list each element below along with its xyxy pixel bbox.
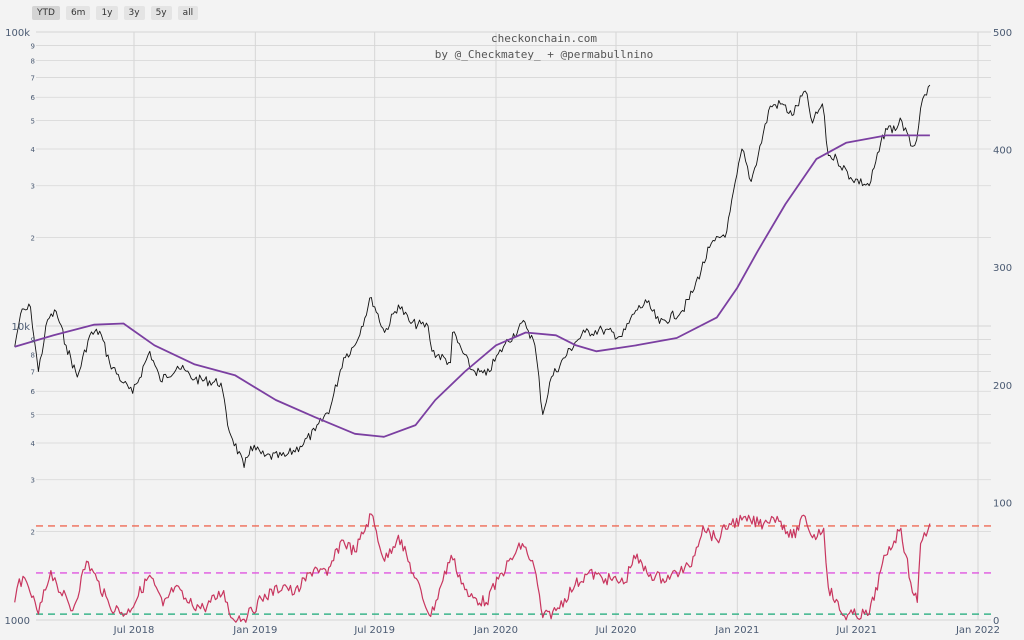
- oscillator-axis-label: 300: [993, 263, 1012, 274]
- price-minor-label: 2: [31, 234, 35, 242]
- range-button-1y[interactable]: 1y: [96, 6, 118, 20]
- range-button-5y[interactable]: 5y: [150, 6, 172, 20]
- price-minor-label: 8: [31, 57, 35, 65]
- price-minor-label: 3: [31, 477, 35, 485]
- x-tick-label: Jul 2020: [595, 625, 637, 636]
- price-minor-label: 9: [31, 42, 35, 50]
- price-minor-label: 4: [31, 440, 36, 448]
- oscillator-bands: [36, 525, 991, 615]
- price-major-label: 10k: [11, 322, 30, 333]
- x-tick-label: Jan 2022: [955, 625, 1000, 636]
- x-tick-label: Jul 2018: [113, 625, 155, 636]
- moving_average-line: [14, 134, 930, 438]
- data-series: [14, 84, 931, 623]
- price-line: [14, 84, 931, 469]
- oscillator-axis: 0 100 200 300 400 500: [993, 28, 1012, 627]
- credit-site: checkonchain.com: [491, 32, 597, 45]
- credit-authors: by @_Checkmatey_ + @permabullnino: [435, 48, 654, 61]
- price-minor-label: 6: [31, 94, 36, 102]
- x-tick-label: Jan 2021: [714, 625, 759, 636]
- oscillator-line: [14, 513, 931, 623]
- price-major-label: 1000: [5, 616, 30, 627]
- price-major-label: 100k: [5, 28, 30, 39]
- price-minor-label: 7: [31, 369, 35, 377]
- oscillator-axis-label: 0: [993, 616, 999, 627]
- oscillator-axis-label: 400: [993, 146, 1012, 157]
- range-button-3y[interactable]: 3y: [123, 6, 145, 20]
- price-minor-label: 9: [31, 336, 35, 344]
- gridlines: [36, 31, 991, 621]
- price-minor-label: 6: [31, 388, 36, 396]
- x-tick-label: Jan 2020: [473, 625, 518, 636]
- price-minor-label: 5: [31, 412, 35, 420]
- range-button-ytd[interactable]: YTD: [32, 6, 60, 20]
- price-minor-label: 7: [31, 75, 35, 83]
- price-minor-label: 2: [31, 528, 35, 536]
- range-button-all[interactable]: all: [177, 6, 199, 20]
- oscillator-axis-label: 500: [993, 28, 1012, 39]
- oscillator-axis-label: 200: [993, 381, 1012, 392]
- x-tick-label: Jan 2019: [232, 625, 277, 636]
- price-minor-label: 8: [31, 351, 35, 359]
- price-minor-label: 5: [31, 118, 35, 126]
- oscillator-axis-label: 100: [993, 498, 1012, 509]
- price-axis: 1000 10k 100k 2 3 4 5 6 7 8 9 2 3 4 5 6 7 8 9: [5, 28, 36, 627]
- x-tick-label: Jul 2021: [835, 625, 877, 636]
- x-tick-label: Jul 2019: [353, 625, 395, 636]
- range-selector: YTD 6m 1y 3y 5y all: [32, 6, 199, 20]
- price-minor-label: 4: [31, 146, 36, 154]
- x-axis: Jul 2018 Jan 2019 Jul 2019 Jan 2020 Jul 2020…: [113, 625, 1000, 636]
- price-minor-label: 3: [31, 183, 35, 191]
- range-button-6m[interactable]: 6m: [65, 6, 91, 20]
